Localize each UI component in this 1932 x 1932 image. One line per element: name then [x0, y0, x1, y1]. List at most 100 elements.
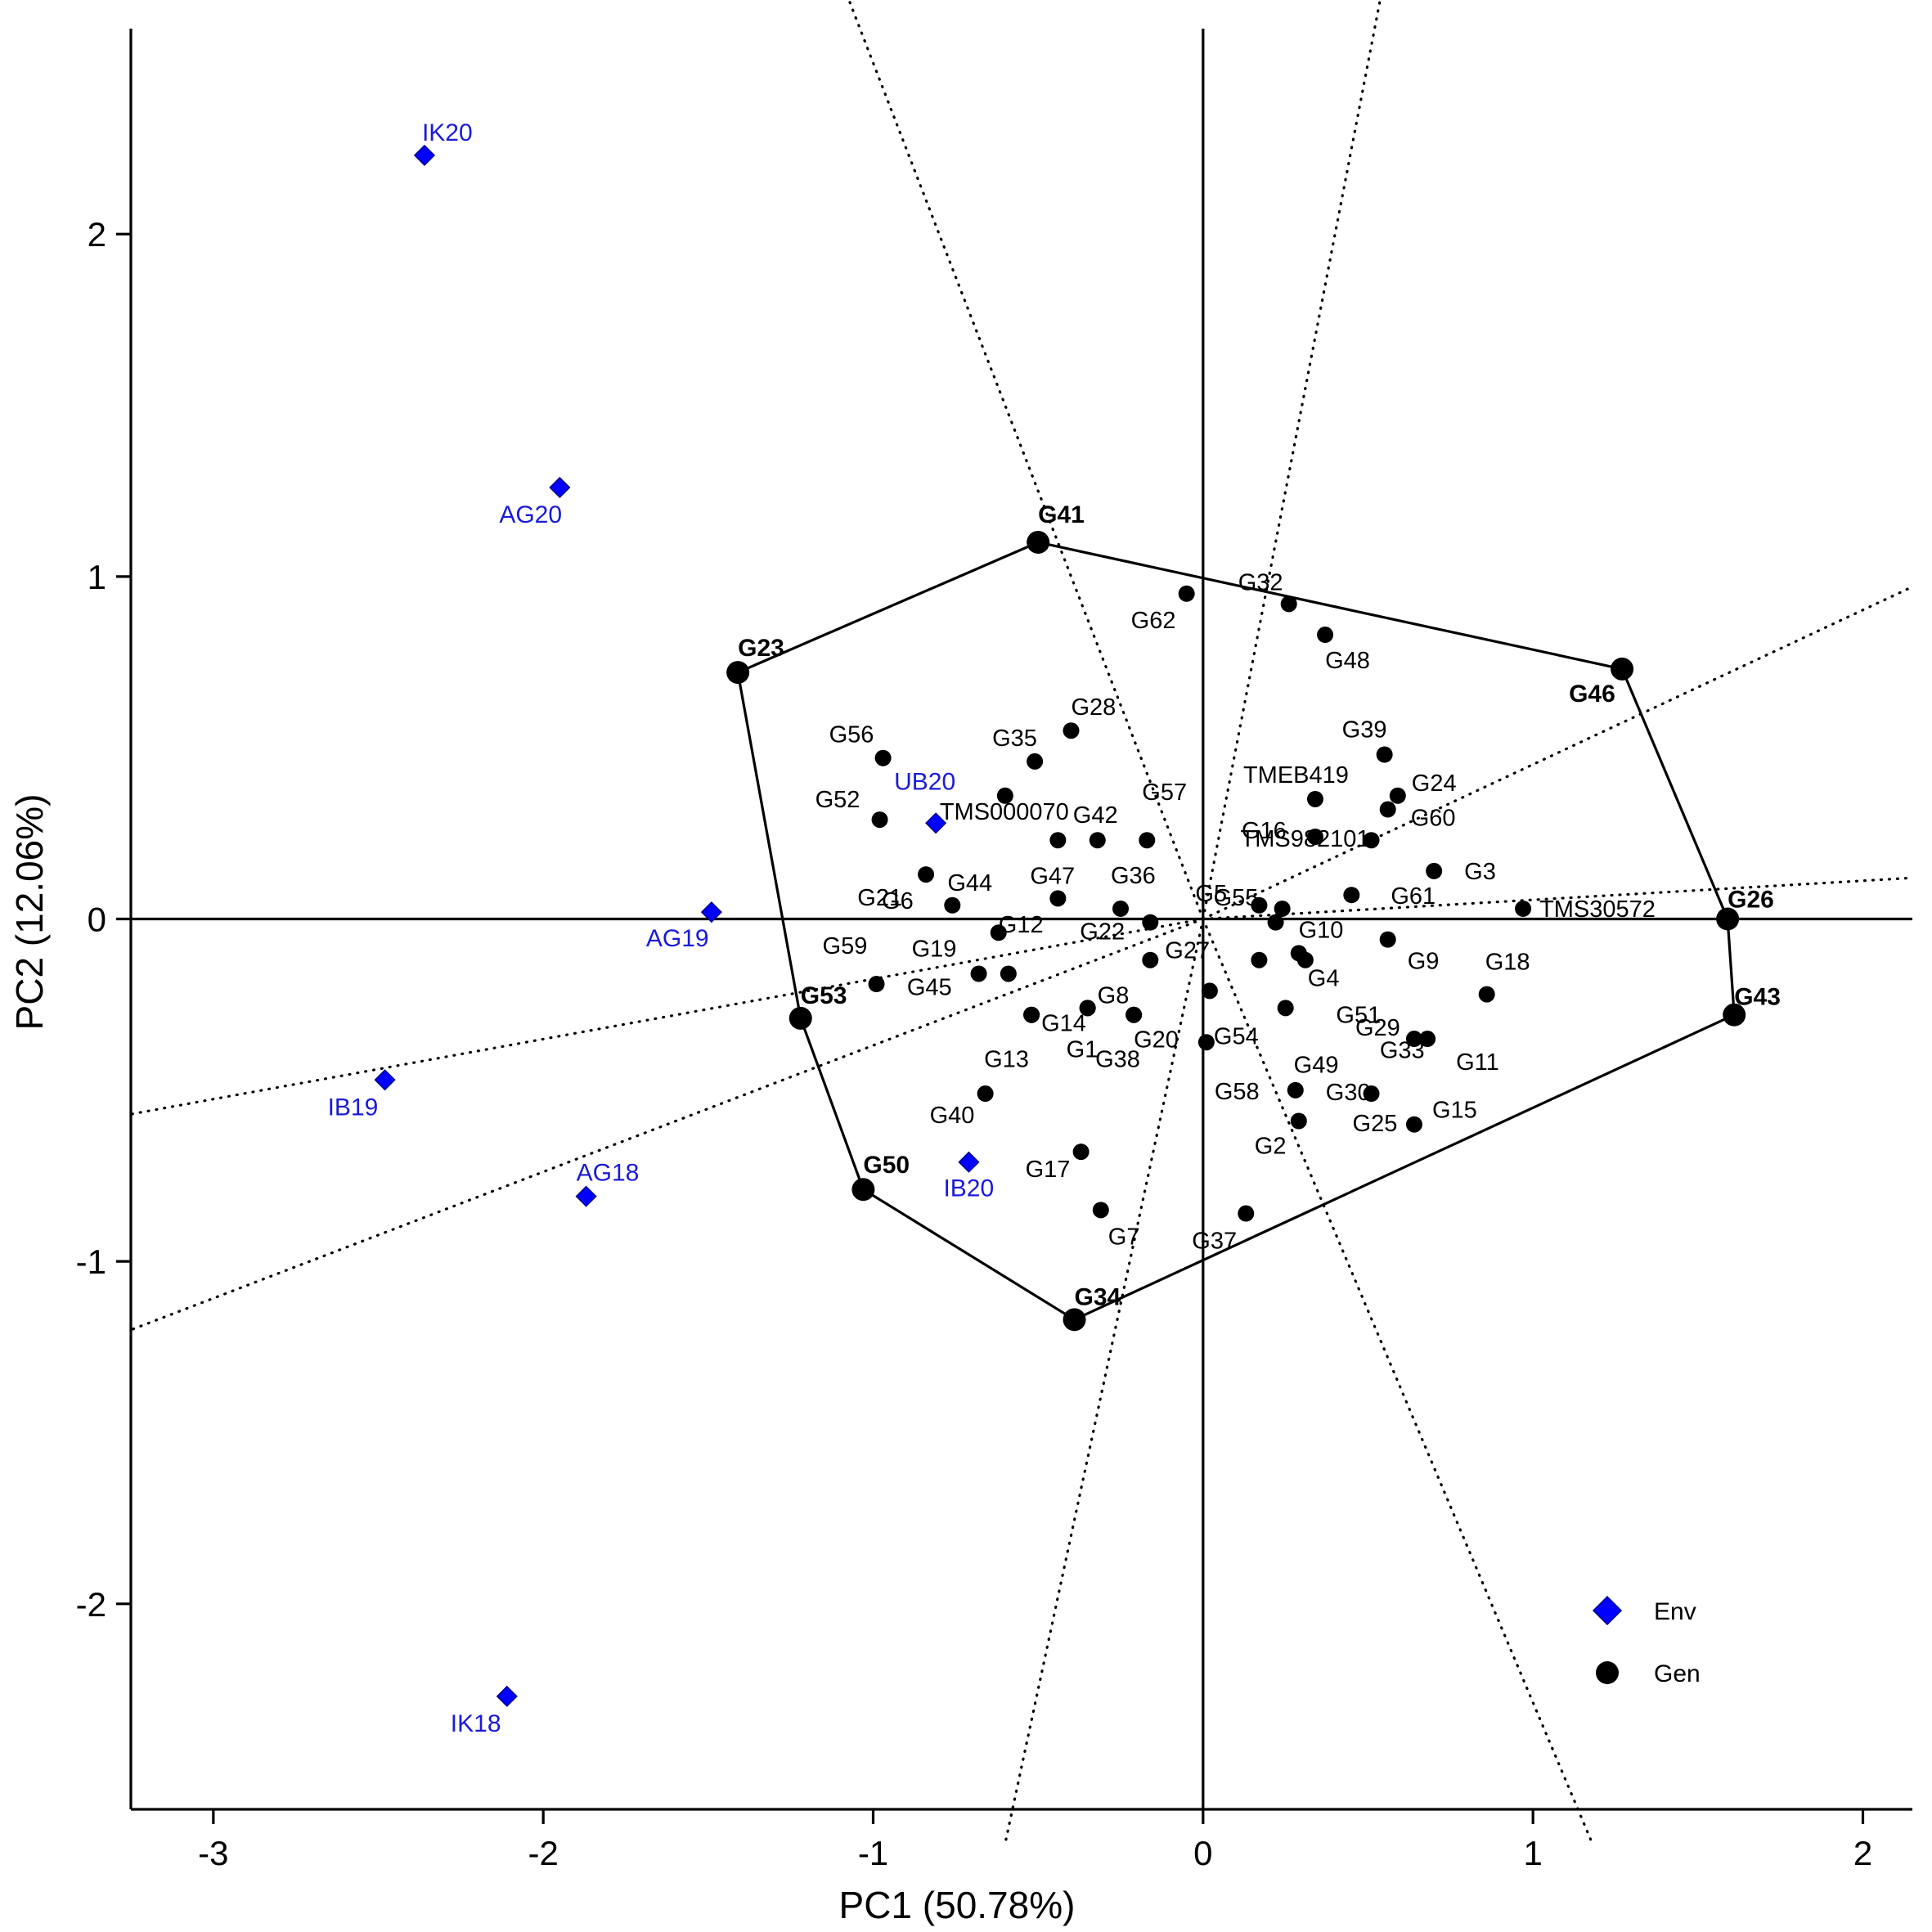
genotype-label: G45 — [907, 974, 952, 1000]
genotype-label: G3 — [1464, 859, 1496, 885]
sector-ray — [129, 917, 1205, 1332]
genotype-label: G55 — [1214, 885, 1259, 911]
genotype-point — [1405, 1031, 1422, 1048]
genotype-point — [1274, 900, 1291, 917]
genotype-label: G28 — [1072, 694, 1117, 721]
y-tick-label: 0 — [88, 901, 106, 939]
genotype-label: TMS000070 — [940, 799, 1069, 825]
genotype-point — [1379, 801, 1396, 818]
environment-label: AG19 — [646, 925, 709, 952]
environment-label: AG18 — [577, 1160, 640, 1187]
genotype-point — [1363, 1085, 1380, 1103]
genotype-point — [1376, 746, 1393, 763]
x-tick-label: 0 — [1193, 1834, 1212, 1872]
genotype-label: G42 — [1073, 802, 1118, 829]
convex-hull-polygon — [736, 541, 1736, 1321]
genotype-label: G20 — [1134, 1027, 1179, 1054]
genotype-point — [1363, 832, 1380, 849]
genotype-point — [1426, 862, 1443, 879]
x-tick-label: -1 — [858, 1834, 888, 1872]
environment-label: IB19 — [328, 1094, 379, 1121]
genotype-label: TMEB419 — [1243, 762, 1349, 789]
genotype-label: G33 — [1380, 1038, 1425, 1064]
genotype-label: G22 — [1080, 919, 1125, 946]
genotype-label: G50 — [863, 1152, 910, 1179]
genotype-label: G56 — [829, 722, 874, 748]
environment-label: IK18 — [451, 1710, 501, 1737]
genotype-point — [1277, 1000, 1294, 1017]
genotype-label: G39 — [1342, 717, 1387, 744]
genotype-label: G61 — [1391, 883, 1436, 910]
genotype-point — [1000, 965, 1017, 982]
genotype-point — [868, 976, 885, 993]
genotype-point — [1515, 900, 1532, 917]
genotype-point — [1092, 1202, 1109, 1219]
genotype-point — [1063, 722, 1080, 739]
genotype-label: G25 — [1353, 1111, 1398, 1137]
genotype-point — [1306, 829, 1323, 846]
genotype-label: G9 — [1408, 949, 1440, 975]
genotype-point — [1280, 595, 1297, 613]
genotype-point — [944, 896, 961, 914]
x-tick-label: 2 — [1853, 1834, 1872, 1872]
genotype-label: G14 — [1041, 1011, 1086, 1037]
y-tick-label: -1 — [76, 1242, 106, 1281]
y-axis-title: PC2 (12.06%) — [8, 794, 51, 1031]
environment-label: AG20 — [499, 501, 562, 528]
genotype-label: G6 — [882, 888, 914, 914]
genotype-point — [990, 924, 1007, 941]
environment-point — [374, 1069, 396, 1091]
genotype-point — [1049, 890, 1067, 907]
genotype-point — [977, 1085, 994, 1103]
genotype-label: TMS982101 — [1241, 826, 1370, 852]
genotype-point — [1049, 832, 1067, 849]
genotype-point — [970, 965, 987, 982]
legend-gen-label: Gen — [1654, 1660, 1701, 1687]
genotype-point — [918, 866, 935, 883]
genotype-layer: G41 G23 G46 G26 G43 G53 G50 G34 G32 G62 G48 G28 G56 G… — [726, 501, 1781, 1332]
genotype-point — [871, 811, 888, 829]
genotype-point — [1197, 1034, 1215, 1051]
environment-label: IK20 — [422, 119, 473, 146]
x-tick-label: -3 — [198, 1834, 228, 1872]
sector-ray — [129, 917, 1205, 1116]
genotype-label: G40 — [930, 1103, 975, 1129]
genotype-label: G24 — [1412, 771, 1457, 797]
genotype-label: G54 — [1214, 1023, 1259, 1049]
legend-env-marker — [1592, 1595, 1623, 1626]
environment-layer: IK20 AG20 UB20 AG19 IB19 AG18 IB20 IK18 — [328, 119, 995, 1737]
genotype-label: G21 — [857, 885, 902, 911]
environment-point — [925, 812, 947, 834]
genotype-point — [1178, 585, 1195, 602]
genotype-point — [1201, 982, 1218, 1000]
genotype-point — [1723, 1003, 1746, 1027]
genotype-point — [1142, 951, 1159, 968]
genotype-label: G2 — [1255, 1134, 1287, 1160]
genotype-label: G34 — [1075, 1283, 1121, 1310]
genotype-label: G5 — [1195, 881, 1227, 907]
genotype-label: G15 — [1432, 1098, 1477, 1124]
genotype-label: G18 — [1485, 950, 1530, 976]
genotype-point — [1027, 530, 1050, 554]
genotype-point — [1139, 832, 1156, 849]
genotype-label: G27 — [1165, 938, 1210, 964]
genotype-point — [1142, 914, 1159, 931]
genotype-point — [1290, 1112, 1307, 1130]
genotype-label: G29 — [1355, 1015, 1400, 1041]
polygon-layer — [736, 541, 1736, 1321]
x-tick-label: 1 — [1523, 1834, 1542, 1872]
genotype-point — [1063, 1308, 1086, 1332]
environment-point — [958, 1151, 980, 1173]
genotype-label: G38 — [1095, 1047, 1140, 1073]
genotype-label: TMS30572 — [1539, 896, 1656, 923]
x-tick-label: -2 — [528, 1834, 558, 1872]
genotype-label: G37 — [1192, 1229, 1237, 1255]
x-axis-title: PC1 (50.78%) — [839, 1884, 1076, 1926]
genotype-label: G19 — [912, 936, 957, 962]
genotype-label: G62 — [1131, 608, 1176, 634]
genotype-point — [1317, 627, 1334, 644]
genotype-label: G35 — [992, 726, 1037, 752]
y-tick-label: 2 — [88, 215, 106, 254]
genotype-label: G26 — [1728, 887, 1774, 914]
genotype-point — [1089, 832, 1106, 849]
